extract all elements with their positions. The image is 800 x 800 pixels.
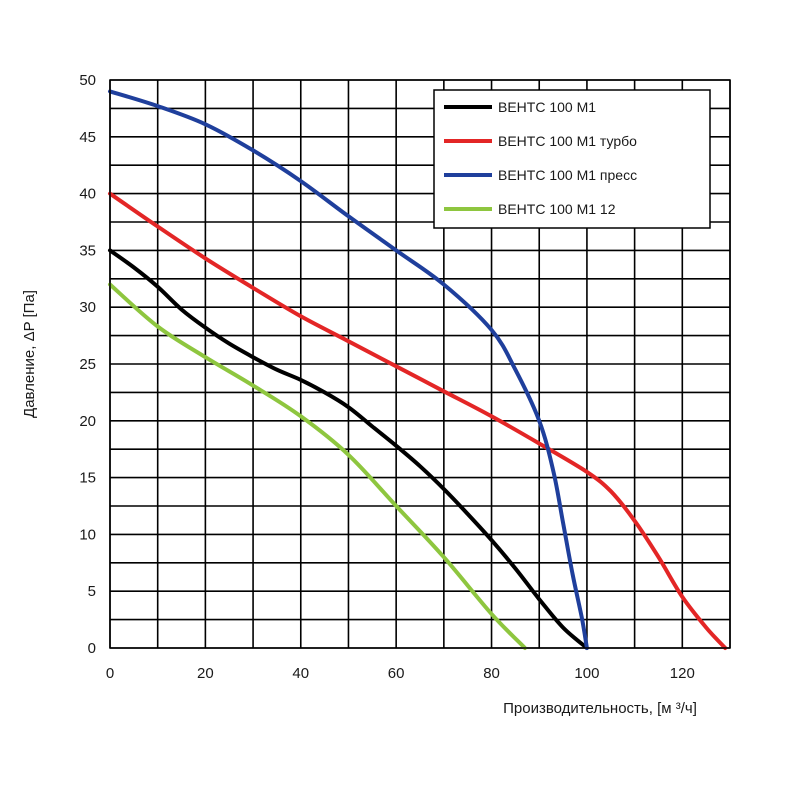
legend-label-3: ВЕНТС 100 М1 пресс	[498, 167, 637, 183]
x-tick-label: 80	[483, 665, 500, 682]
y-tick-label: 0	[88, 640, 96, 657]
y-tick-label: 45	[79, 129, 96, 146]
legend-label-1: ВЕНТС 100 М1	[498, 99, 596, 115]
plot-frame	[109, 79, 731, 649]
tick-labels: 0 20 40 60 80 100 120 0 5 10 15 20 25 30 35 40 45 50	[79, 72, 695, 682]
y-tick-label: 35	[79, 242, 96, 259]
x-tick-label: 60	[388, 665, 405, 682]
y-tick-label: 30	[79, 299, 96, 316]
y-tick-label: 10	[79, 526, 96, 543]
x-tick-label: 20	[197, 665, 214, 682]
x-axis-title: Производительность, [м ³/ч]	[503, 700, 697, 717]
series-line-1	[108, 248, 589, 650]
legend-label-4: ВЕНТС 100 М1 12	[498, 201, 616, 217]
legend-label-2: ВЕНТС 100 М1 турбо	[498, 133, 637, 149]
legend: ВЕНТС 100 М1 ВЕНТС 100 М1 турбо ВЕНТС 100 …	[433, 89, 711, 229]
y-axis-title: Давление, ΔP [Па]	[21, 290, 38, 418]
y-tick-label: 15	[79, 470, 96, 487]
y-tick-label: 50	[79, 72, 96, 89]
legend-box	[433, 89, 711, 229]
x-tick-label: 120	[670, 665, 695, 682]
series-lines	[108, 89, 728, 650]
y-tick-label: 5	[88, 583, 96, 600]
y-tick-label: 40	[79, 186, 96, 203]
x-tick-label: 0	[106, 665, 114, 682]
x-tick-label: 40	[292, 665, 309, 682]
y-tick-label: 25	[79, 356, 96, 373]
y-tick-label: 20	[79, 413, 96, 430]
x-tick-label: 100	[574, 665, 599, 682]
series-line-4	[108, 282, 527, 650]
series-line-3	[108, 89, 589, 650]
series-line-2	[108, 191, 728, 650]
